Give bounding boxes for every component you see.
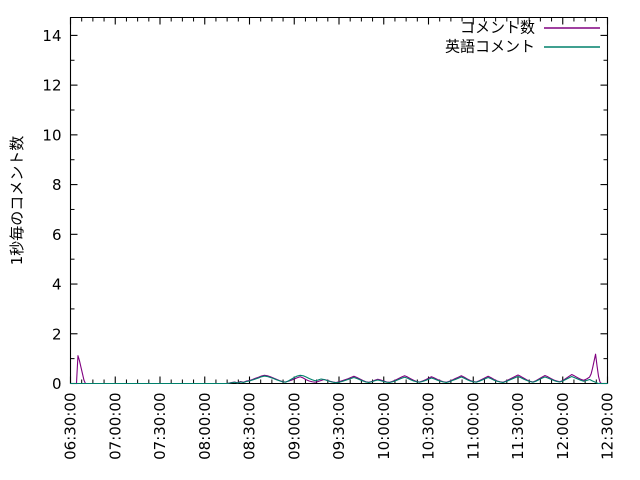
y-tick-label: 0 <box>52 375 62 393</box>
x-tick-label: 06:30:00 <box>62 393 80 460</box>
x-tick-label: 09:30:00 <box>330 393 348 460</box>
y-axis-title: 1秒毎のコメント数 <box>8 136 26 266</box>
y-tick-label: 14 <box>42 27 61 45</box>
y-tick-label: 2 <box>52 325 62 343</box>
x-tick-label: 09:00:00 <box>285 393 303 460</box>
x-axis-tick-labels: 06:30:00 07:00:00 07:30:00 08:00:00 08:30:00… <box>62 393 617 460</box>
data-series-lines <box>69 353 609 385</box>
y-tick-label: 4 <box>52 276 62 294</box>
x-tick-label: 08:30:00 <box>241 393 259 460</box>
x-tick-label: 07:00:00 <box>106 393 124 460</box>
x-tick-label: 11:30:00 <box>509 393 527 460</box>
y-tick-label: 10 <box>42 126 61 144</box>
y-axis-tick-labels: 0 2 4 6 8 10 12 14 <box>42 27 61 393</box>
x-tick-label: 12:00:00 <box>554 393 572 460</box>
x-tick-label: 08:00:00 <box>196 393 214 460</box>
x-tick-label: 07:30:00 <box>151 393 169 460</box>
x-tick-label: 10:00:00 <box>375 393 393 460</box>
legend-label-english-comment: 英語コメント <box>445 38 535 56</box>
x-tick-label: 12:30:00 <box>599 393 617 460</box>
y-tick-label: 8 <box>52 176 62 194</box>
y-tick-label: 6 <box>52 226 62 244</box>
x-tick-label: 10:30:00 <box>420 393 438 460</box>
x-tick-label: 11:00:00 <box>464 393 482 460</box>
y-tick-label: 12 <box>42 77 61 95</box>
legend-label-comment-count: コメント数 <box>460 19 535 37</box>
series-line-english-comment <box>69 374 609 385</box>
y-axis-title-text: 1秒毎のコメント数 <box>8 136 26 266</box>
